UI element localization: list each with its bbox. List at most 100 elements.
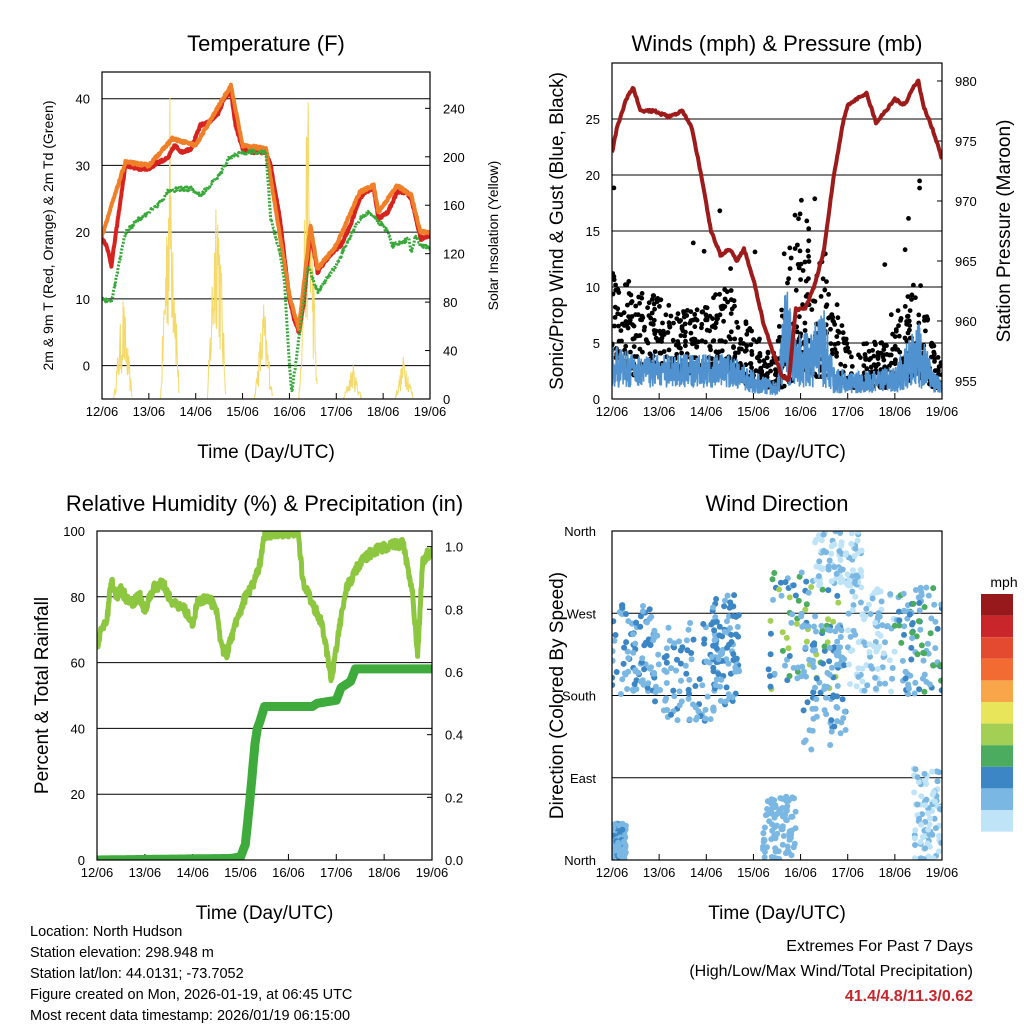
colorbar-swatch (981, 658, 1013, 681)
direction-dot (918, 592, 925, 599)
direction-dot (867, 611, 874, 617)
direction-dot (849, 588, 856, 595)
gust-dot (631, 323, 637, 329)
direction-dot (674, 656, 680, 663)
direction-dot (761, 837, 768, 844)
gust-dot (834, 353, 839, 359)
direction-dot (915, 778, 922, 785)
extremes-box: Extremes For Past 7 Days (High/Low/Max W… (689, 934, 973, 1009)
gust-dot (632, 354, 638, 359)
direction-dot (637, 613, 644, 620)
x-tick-label: 17/06 (320, 865, 353, 880)
direction-dot (722, 698, 729, 705)
y2-tick-label: 80 (443, 295, 457, 310)
gust-dot (629, 299, 635, 304)
gust-dot (639, 291, 645, 296)
direction-dot (639, 677, 646, 684)
gust-dot (774, 369, 779, 375)
plot-frame (101, 71, 431, 400)
direction-dot (717, 651, 724, 658)
gust-dot (641, 327, 647, 333)
gust-dot (616, 338, 622, 344)
gust-dot (645, 305, 650, 311)
gust-dot (802, 320, 808, 326)
direction-dot (694, 714, 701, 721)
direction-dot (810, 715, 817, 722)
direction-dot (828, 543, 835, 550)
direction-dot (821, 647, 828, 654)
y-tick-label: North (564, 853, 596, 868)
gust-dot (643, 337, 649, 343)
x-tick-label: 18/06 (879, 404, 912, 419)
direction-dot (835, 649, 842, 656)
gust-dot (787, 266, 793, 271)
direction-dot (780, 833, 787, 839)
plot-area (97, 531, 432, 860)
direction-dot (730, 651, 737, 658)
direction-dot (798, 613, 805, 620)
y-tick-label: North (564, 524, 596, 539)
direction-dot (630, 649, 637, 656)
plot-frame (611, 530, 943, 861)
direction-dot (924, 640, 931, 647)
direction-dot (914, 801, 921, 808)
plot-area (612, 531, 942, 860)
direction-dot (692, 683, 699, 689)
gust-dot (717, 208, 723, 214)
direction-dot (673, 667, 679, 674)
y2-tick-label: 200 (443, 150, 465, 165)
colorbar-swatch (981, 702, 1013, 724)
y2-tick-label: 0 (443, 392, 450, 407)
direction-dot (723, 684, 730, 691)
direction-dot (791, 840, 798, 847)
y-tick-label: 20 (71, 787, 85, 802)
direction-dot (798, 673, 805, 680)
gust-dot (673, 342, 679, 348)
gust-dot (681, 314, 687, 320)
panel-4: Wind Direction Time (Day/UTC) Direction (C… (547, 491, 1018, 924)
gust-dot (781, 251, 787, 257)
direction-dot (707, 716, 714, 723)
direction-dot (688, 656, 695, 663)
gust-dot (651, 328, 657, 333)
y-tick-label: 5 (593, 336, 600, 351)
gust-dot (792, 212, 798, 218)
direction-dot (648, 613, 655, 620)
colorbar-swatch (981, 745, 1013, 767)
direction-dot (790, 664, 797, 671)
insolation-line (394, 356, 414, 399)
direction-dot (773, 822, 780, 829)
y2-tick-label: 0.2 (445, 790, 463, 805)
direction-dot (630, 631, 637, 638)
direction-dot (617, 691, 624, 697)
direction-dot (831, 564, 838, 570)
gust-dot (806, 276, 811, 281)
gust-dot (701, 248, 707, 254)
direction-dot (769, 576, 776, 583)
direction-dot (786, 830, 793, 837)
direction-dot (671, 693, 678, 700)
direction-dot (850, 627, 857, 634)
gust-dot (917, 178, 922, 184)
direction-dot (779, 823, 786, 830)
direction-dot (779, 647, 786, 654)
direction-dot (704, 693, 711, 700)
direction-dot (685, 626, 692, 633)
plot-area (612, 78, 942, 396)
gust-dot (612, 185, 617, 191)
y-tick-label: South (562, 689, 596, 704)
gust-dot (911, 282, 916, 288)
gust-dot (707, 344, 713, 349)
gust-dot (806, 254, 811, 259)
direction-dot (919, 834, 926, 840)
y-tick-label: 40 (76, 92, 90, 107)
gust-dot (828, 341, 834, 346)
direction-dot (886, 657, 893, 664)
gust-dot (931, 351, 937, 357)
direction-dot (909, 635, 916, 642)
gust-dot (626, 291, 632, 296)
gust-dot (861, 341, 867, 347)
gust-dot (917, 185, 922, 191)
direction-dot (931, 601, 938, 608)
direction-dot (637, 623, 644, 630)
